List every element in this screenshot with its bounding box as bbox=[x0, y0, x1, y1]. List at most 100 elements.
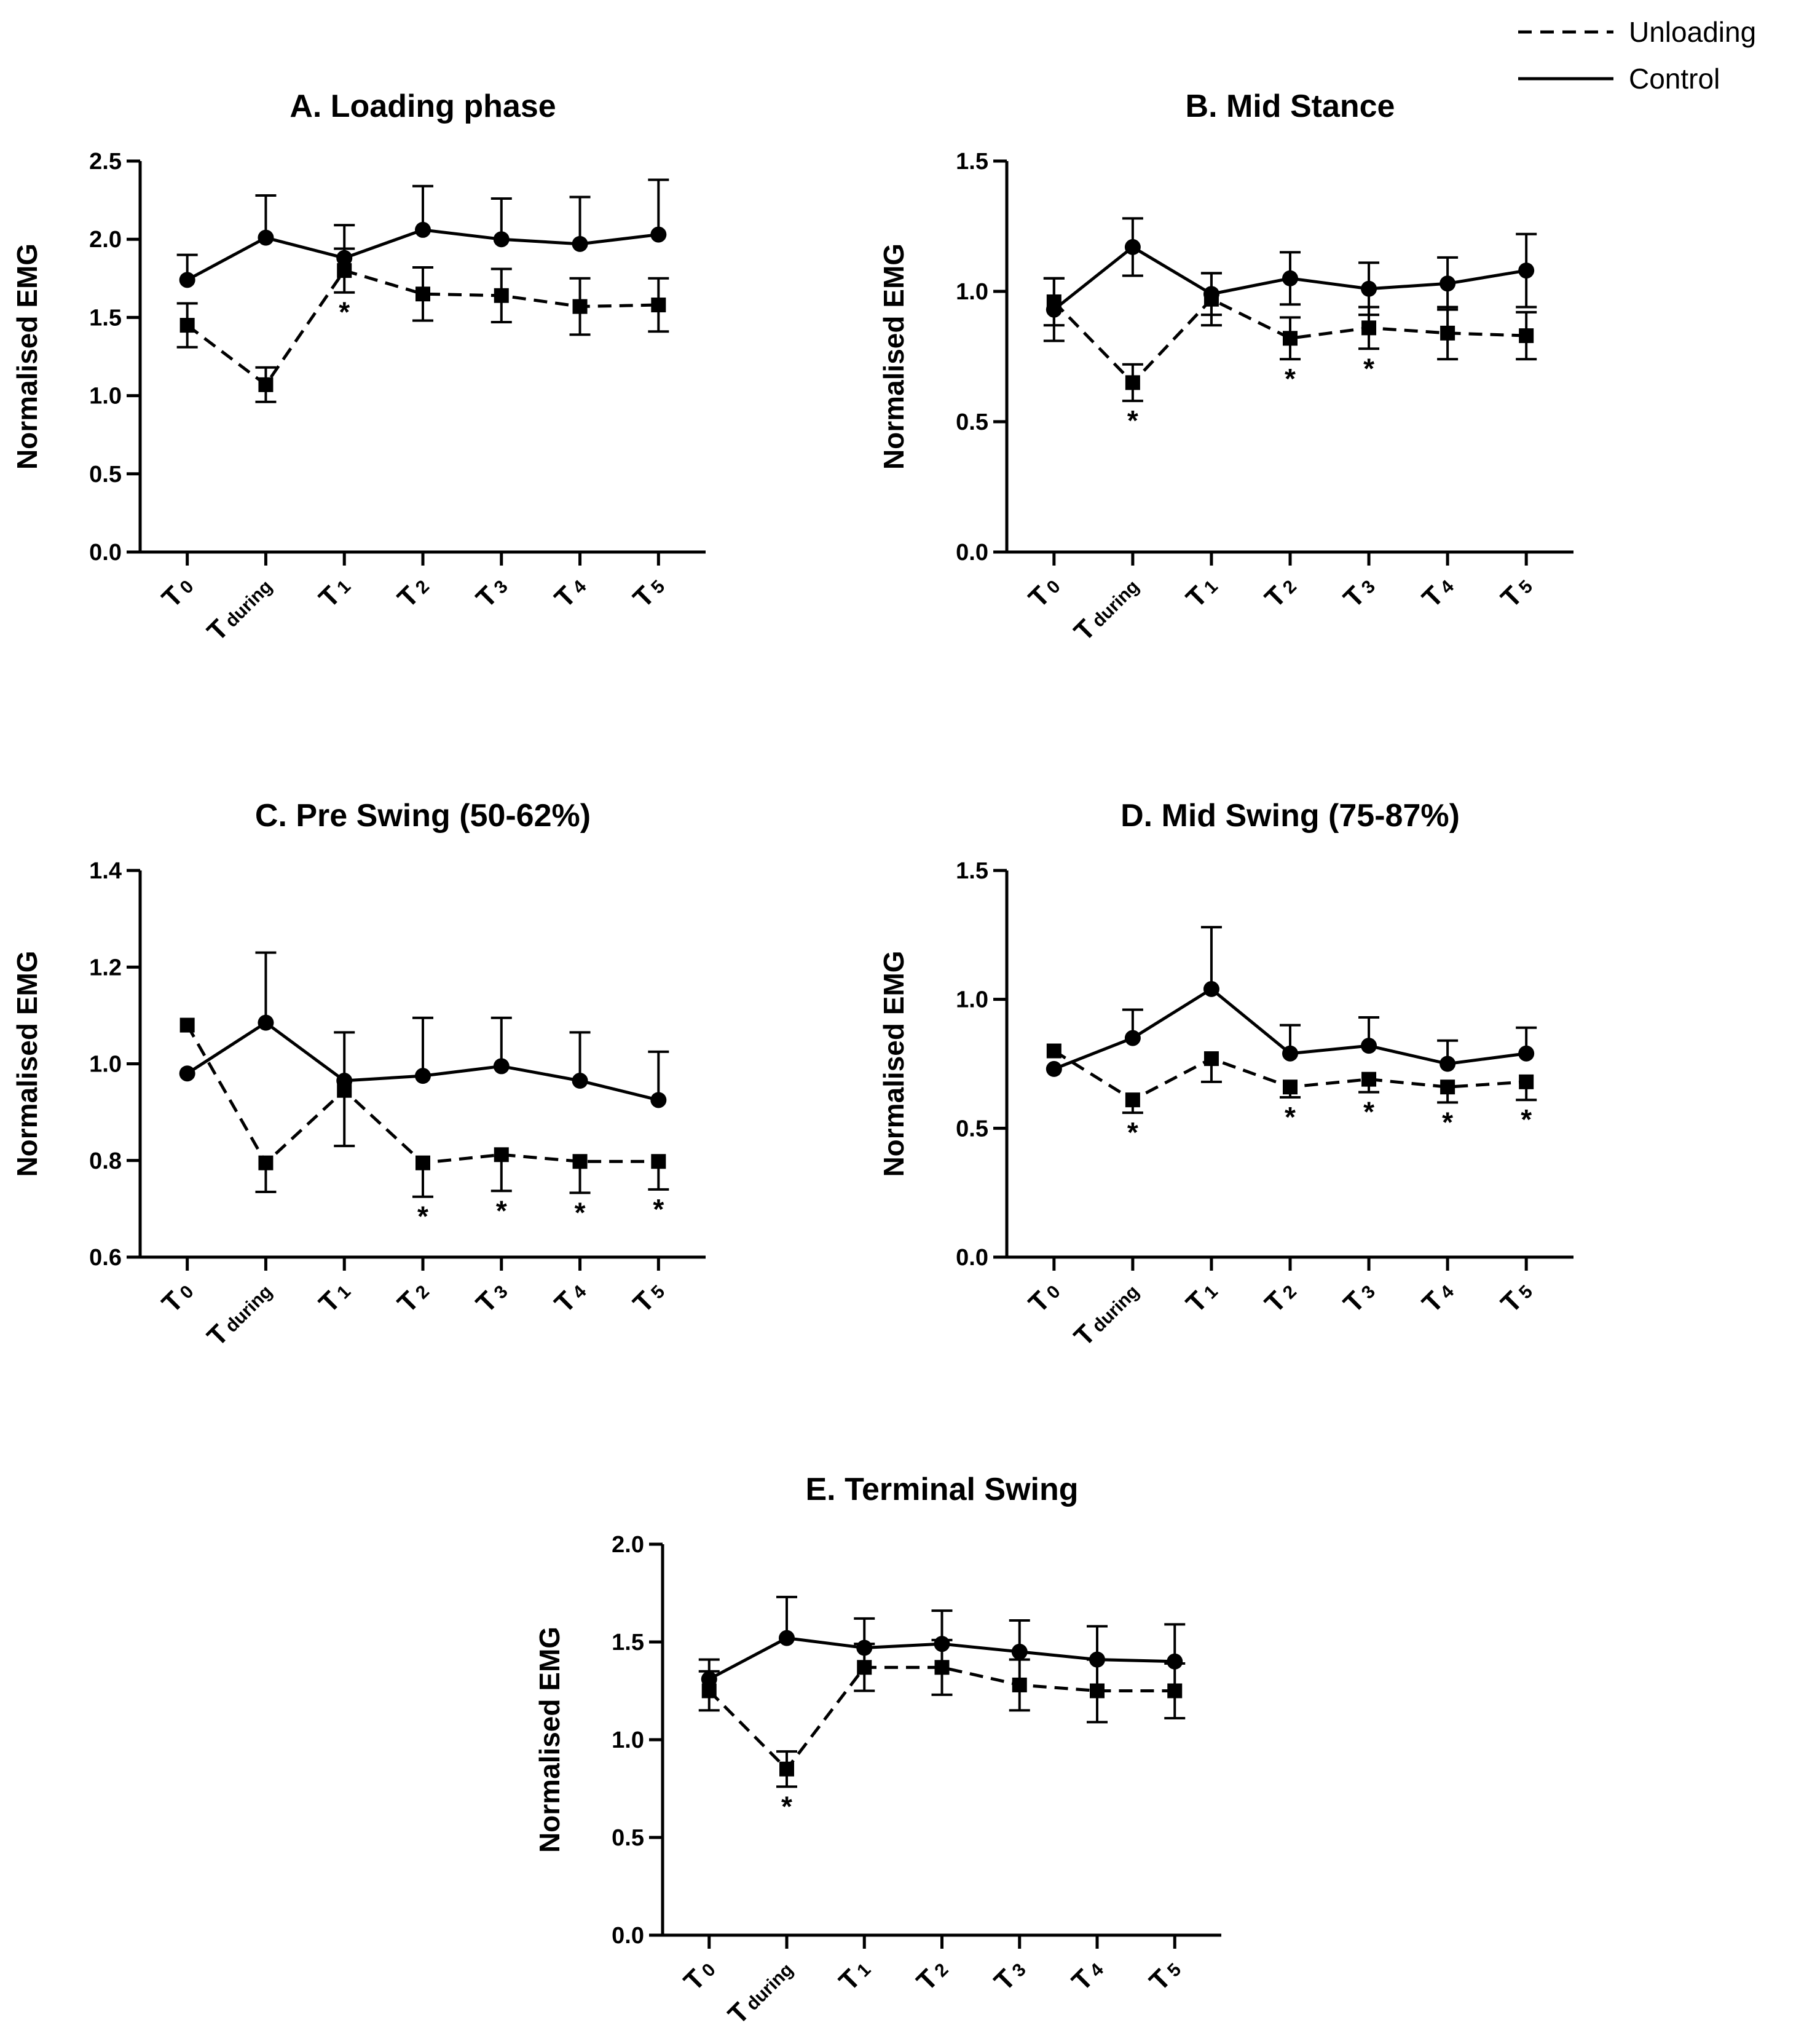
xtick-sub: during bbox=[1089, 1282, 1143, 1336]
panel-c-xtick-label: T0 bbox=[156, 1276, 199, 1319]
panel-a-ytick-label: 0.5 bbox=[89, 462, 122, 487]
panel-e-ytick-label: 1.0 bbox=[612, 1727, 644, 1753]
panel-c-control-point bbox=[415, 1068, 431, 1084]
panel-a-ytick-label: 1.0 bbox=[89, 384, 122, 409]
panel-d-xtick-label: T3 bbox=[1337, 1276, 1380, 1319]
panel-a-xtick-label: T2 bbox=[392, 570, 435, 614]
panel-a-significance-marker: * bbox=[339, 296, 350, 328]
panel-d-unloading-point bbox=[1125, 1092, 1140, 1108]
panel-e-unloading-point bbox=[779, 1761, 794, 1777]
xtick-sub: during bbox=[742, 1960, 797, 2014]
panel-b-xtick-label: T5 bbox=[1495, 570, 1538, 614]
panel-b-unloading-point bbox=[1203, 291, 1219, 307]
panel-e-ytick-label: 2.0 bbox=[612, 1532, 644, 1558]
panel-e-control-point bbox=[1011, 1643, 1028, 1660]
panel-c-significance-marker: * bbox=[575, 1196, 586, 1228]
panel-e: E. Terminal Swing Normalised EMG 0.0 0.5 1.0… bbox=[534, 1472, 1221, 2030]
xtick-sub: during bbox=[221, 577, 276, 631]
panel-b-xtick-label: Tduring bbox=[1068, 570, 1144, 647]
panel-c-ytick-label: 0.6 bbox=[89, 1245, 122, 1271]
panel-d-unloading-point bbox=[1046, 1043, 1061, 1059]
panel-a-control-point bbox=[415, 221, 431, 238]
panel-b-unloading-point bbox=[1283, 331, 1298, 346]
panel-c-unloading-point bbox=[258, 1155, 274, 1170]
panel-b-xtick-label: T1 bbox=[1180, 570, 1223, 614]
panel-c: C. Pre Swing (50-62%) Normalised EMG 0.6 0.… bbox=[11, 798, 706, 1352]
panel-d-significance-marker: * bbox=[1285, 1101, 1296, 1133]
panel-d-xtick-label: Tduring bbox=[1068, 1276, 1144, 1352]
panel-b: B. Mid Stance Normalised EMG 0.0 0.5 1.0 1.5 T… bbox=[878, 89, 1573, 647]
panel-c-control-point bbox=[650, 1092, 667, 1108]
panel-d-ytick-label: 0.5 bbox=[956, 1116, 988, 1142]
panel-d-unloading-point bbox=[1361, 1071, 1377, 1087]
panel-a-ytick-label: 2.5 bbox=[89, 149, 122, 175]
panel-d-ytick-label: 1.5 bbox=[956, 858, 988, 884]
panel-c-xtick-label: T5 bbox=[628, 1276, 671, 1319]
panel-c-ytick-label: 1.4 bbox=[89, 858, 122, 884]
panel-a-unloading-point bbox=[651, 298, 666, 313]
panel-b-unloading-point bbox=[1519, 328, 1534, 344]
panel-b-xtick-label: T2 bbox=[1259, 570, 1302, 614]
panel-a-ytick-label: 2.0 bbox=[89, 227, 122, 253]
panel-a-xtick-label: Tduring bbox=[202, 570, 278, 647]
panel-c-xtick-label: T3 bbox=[470, 1276, 513, 1319]
panel-c-xtick-label: T4 bbox=[549, 1276, 592, 1319]
panel-d-xtick-label: T4 bbox=[1416, 1276, 1459, 1319]
panel-b-unloading-point bbox=[1440, 325, 1455, 341]
panel-c-xtick-label: Tduring bbox=[202, 1276, 278, 1352]
panel-b-ytick-label: 1.5 bbox=[956, 149, 988, 175]
panel-e-xtick-label: T1 bbox=[833, 1954, 876, 1997]
panel-b-ylabel: Normalised EMG bbox=[878, 243, 910, 470]
panel-a-unloading-point bbox=[337, 263, 352, 278]
panel-b-significance-marker: * bbox=[1363, 352, 1374, 384]
panel-e-xtick-label: T5 bbox=[1144, 1954, 1187, 1997]
panel-b-unloading-point bbox=[1361, 320, 1377, 336]
panel-b-control-point bbox=[1124, 239, 1141, 255]
panel-d-title: D. Mid Swing (75-87%) bbox=[1121, 798, 1460, 834]
panel-e-significance-marker: * bbox=[781, 1790, 792, 1822]
panel-b-unloading-point bbox=[1046, 294, 1061, 309]
panel-d-ylabel: Normalised EMG bbox=[878, 950, 910, 1177]
panel-a-control-point bbox=[258, 229, 274, 246]
panel-b-ytick-label: 0.0 bbox=[956, 540, 988, 566]
panel-c-unloading-point bbox=[416, 1155, 430, 1170]
panel-b-title: B. Mid Stance bbox=[1186, 89, 1395, 124]
panel-c-ytick-label: 1.0 bbox=[89, 1052, 122, 1078]
panel-b-control-point bbox=[1361, 280, 1377, 297]
panel-b-control-point bbox=[1282, 270, 1298, 286]
panel-e-ytick-label: 0.5 bbox=[612, 1825, 644, 1851]
panel-e-control-point bbox=[779, 1630, 795, 1646]
panel-c-title: C. Pre Swing (50-62%) bbox=[255, 798, 591, 834]
panel-e-control-point bbox=[1167, 1653, 1183, 1670]
legend-unloading-label: Unloading bbox=[1629, 16, 1756, 48]
panel-e-xtick-label: T3 bbox=[988, 1954, 1031, 1997]
panel-e-ytick-label: 1.5 bbox=[612, 1630, 644, 1655]
panel-d-xtick-label: T2 bbox=[1259, 1276, 1302, 1319]
panel-a-ytick-label: 1.5 bbox=[89, 305, 122, 331]
panel-c-unloading-point bbox=[337, 1083, 352, 1098]
panel-c-control-point bbox=[493, 1058, 510, 1075]
panel-c-ytick-label: 1.2 bbox=[89, 955, 122, 981]
panel-a: A. Loading phase Normalised EMG 0.0 0.5 1.0 1… bbox=[11, 89, 706, 647]
panel-c-unloading-point bbox=[494, 1147, 509, 1162]
panel-d-ytick-label: 1.0 bbox=[956, 987, 988, 1013]
panel-d-xtick-label: T1 bbox=[1180, 1276, 1223, 1319]
panel-d-significance-marker: * bbox=[1521, 1103, 1532, 1135]
panel-a-xtick-label: T1 bbox=[313, 570, 356, 614]
panel-b-significance-marker: * bbox=[1127, 404, 1138, 436]
panel-d-control-point bbox=[1282, 1045, 1298, 1062]
panel-e-title: E. Terminal Swing bbox=[805, 1472, 1078, 1507]
panel-b-xtick-label: T3 bbox=[1337, 570, 1380, 614]
panel-c-unloading-point bbox=[572, 1154, 588, 1169]
panel-e-unloading-point bbox=[701, 1683, 717, 1699]
panel-d-significance-marker: * bbox=[1442, 1106, 1453, 1138]
panel-d: D. Mid Swing (75-87%) Normalised EMG 0.0 0.… bbox=[878, 798, 1573, 1352]
panel-e-unloading-point bbox=[934, 1660, 950, 1675]
panel-a-control-point bbox=[493, 231, 510, 248]
panel-e-ytick-label: 0.0 bbox=[612, 1923, 644, 1949]
panel-c-control-point bbox=[179, 1065, 195, 1082]
panel-b-ytick-label: 0.5 bbox=[956, 409, 988, 435]
panel-a-xtick-label: T5 bbox=[628, 570, 671, 614]
legend-control-label: Control bbox=[1629, 63, 1720, 95]
